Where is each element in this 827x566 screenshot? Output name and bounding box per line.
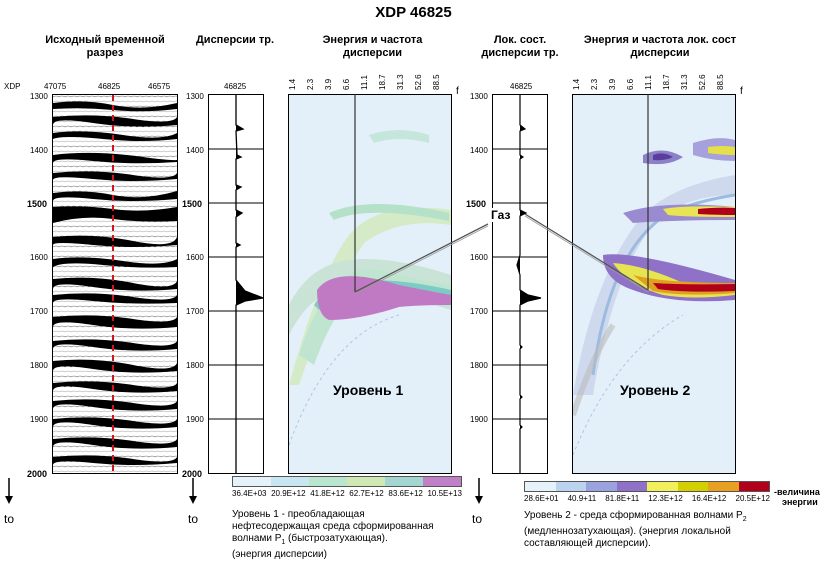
colorbar-1-label: 62.7E+12 xyxy=(349,489,384,498)
xtick-47075: 47075 xyxy=(44,82,67,91)
time-tick: 1700 xyxy=(186,307,204,316)
seismic-header: Исходный временной разрез xyxy=(30,34,180,60)
time-tick: 1600 xyxy=(186,253,204,262)
colorbar-2-label: 40.9+11 xyxy=(567,494,597,503)
energy1-header: Энергия и частота дисперсии xyxy=(290,34,455,60)
time-tick: 1400 xyxy=(470,146,488,155)
time-tick: 2000 xyxy=(182,469,203,479)
time-tick: 1300 xyxy=(186,92,204,101)
time-tick: 1900 xyxy=(30,415,48,424)
xtick-46825: 46825 xyxy=(98,82,121,91)
local-dispersion-header: Лок. сост. дисперсии тр. xyxy=(470,34,570,60)
energy2-title-line1: Энергия и частота лок. сост xyxy=(583,34,737,46)
time-tick: 1900 xyxy=(470,415,488,424)
seismic-title-line1: Исходный временной xyxy=(45,34,165,46)
energy-unit-line1: -величина xyxy=(774,487,820,497)
colorbar-1-label: 83.6E+12 xyxy=(388,489,423,498)
caption2-line1: Уровень 2 - среда сформированная волнами… xyxy=(524,510,747,523)
colorbar-2-label: 20.5E+12 xyxy=(735,494,770,503)
seismic-wiggles xyxy=(53,95,177,473)
energy2-contours xyxy=(573,95,735,473)
time-tick: 1500 xyxy=(27,199,48,209)
to-label: to xyxy=(188,512,199,526)
gas-pointer-line-1 xyxy=(354,223,489,293)
time-tick: 1500 xyxy=(182,199,203,209)
time-tick: 2000 xyxy=(27,469,48,479)
local-dispersion-title-line1: Лок. сост. xyxy=(493,34,547,46)
energy2-plot xyxy=(572,94,736,474)
colorbar-1: 36.4E+03 20.9E+12 41.8E+12 62.7E+12 83.6… xyxy=(232,476,462,498)
colorbar-1-scale xyxy=(232,476,462,487)
local-dispersion-trace-panel xyxy=(492,94,548,474)
colorbar-2-label: 28.6E+01 xyxy=(524,494,559,503)
colorbar-2-label: 16.4E+12 xyxy=(691,494,727,503)
gas-label: Газ xyxy=(490,208,512,222)
energy2-header: Энергия и частота лок. сост дисперсии xyxy=(560,34,760,60)
time-tick: 1400 xyxy=(186,146,204,155)
colorbar-1-label: 10.5E+13 xyxy=(427,489,462,498)
time-tick: 1400 xyxy=(30,146,48,155)
time-tick: 1600 xyxy=(30,253,48,262)
to-label: to xyxy=(4,512,15,526)
time-tick: 1300 xyxy=(470,92,488,101)
caption2-line3: составляющей дисперсии). xyxy=(524,538,651,549)
dispersion-title: Дисперсии тр. xyxy=(195,34,275,46)
seismic-title-line2: разрез xyxy=(86,47,124,59)
freq-unit-2: f xyxy=(740,86,743,97)
colorbar-2-scale xyxy=(524,481,770,492)
caption1-line2: нефтесодержащая среда сформированная xyxy=(232,521,434,532)
down-arrow-icon xyxy=(475,478,483,504)
time-tick: 1800 xyxy=(30,361,48,370)
gas-pointer-line-2 xyxy=(524,213,649,291)
caption2-line2: (медленнозатухающая). (энергия локальной xyxy=(524,526,731,537)
down-arrow-icon xyxy=(189,478,197,504)
seismic-section xyxy=(52,94,178,474)
dispersion-trace xyxy=(209,95,263,473)
time-tick: 1500 xyxy=(466,199,487,209)
colorbar-1-label: 41.8E+12 xyxy=(310,489,345,498)
caption-level2: Уровень 2 - среда сформированная волнами… xyxy=(524,510,820,550)
local-dispersion-trace-label: 46825 xyxy=(510,82,533,91)
energy1-title-line1: Энергия и частота xyxy=(322,34,423,46)
colorbar-2: 28.6E+01 40.9+11 81.8E+11 12.3E+12 16.4E… xyxy=(524,481,770,503)
energy-unit-label: -величина энергии xyxy=(774,487,820,507)
time-tick: 1700 xyxy=(30,307,48,316)
time-tick: 1900 xyxy=(186,415,204,424)
time-tick: 1800 xyxy=(186,361,204,370)
local-dispersion-trace xyxy=(493,95,547,473)
colorbar-2-label: 12.3E+12 xyxy=(648,494,683,503)
colorbar-1-label: 36.4E+03 xyxy=(232,489,267,498)
xdp-axis-label: XDP xyxy=(4,82,21,91)
time-tick: 1300 xyxy=(30,92,48,101)
caption1-line4: (энергия дисперсии) xyxy=(232,549,327,560)
freq-unit-1: f xyxy=(456,86,459,97)
dispersion-trace-panel xyxy=(208,94,264,474)
page-title: XDP 46825 xyxy=(375,4,452,21)
dispersion-trace-label: 46825 xyxy=(224,82,247,91)
level1-label: Уровень 1 xyxy=(333,382,404,398)
colorbar-2-label: 81.8E+11 xyxy=(605,494,640,503)
time-tick: 1800 xyxy=(470,361,488,370)
time-tick: 1700 xyxy=(470,307,488,316)
time-tick: 1600 xyxy=(470,253,488,262)
caption1-line1: Уровень 1 - преобладающая xyxy=(232,509,365,520)
colorbar-1-label: 20.9E+12 xyxy=(271,489,306,498)
caption1-line3: волнами P1 (быстрозатухающая). xyxy=(232,533,388,546)
caption-level1: Уровень 1 - преобладающая нефтесодержаща… xyxy=(232,509,472,561)
level2-label: Уровень 2 xyxy=(620,382,691,398)
to-label: to xyxy=(472,512,483,526)
energy1-title-line2: дисперсии xyxy=(343,47,402,59)
xtick-46575: 46575 xyxy=(148,82,171,91)
energy-unit-line2: энергии xyxy=(782,497,818,507)
down-arrow-icon xyxy=(5,478,13,504)
local-dispersion-title-line2: дисперсии тр. xyxy=(481,47,559,59)
energy2-title-line2: дисперсии xyxy=(630,47,690,59)
